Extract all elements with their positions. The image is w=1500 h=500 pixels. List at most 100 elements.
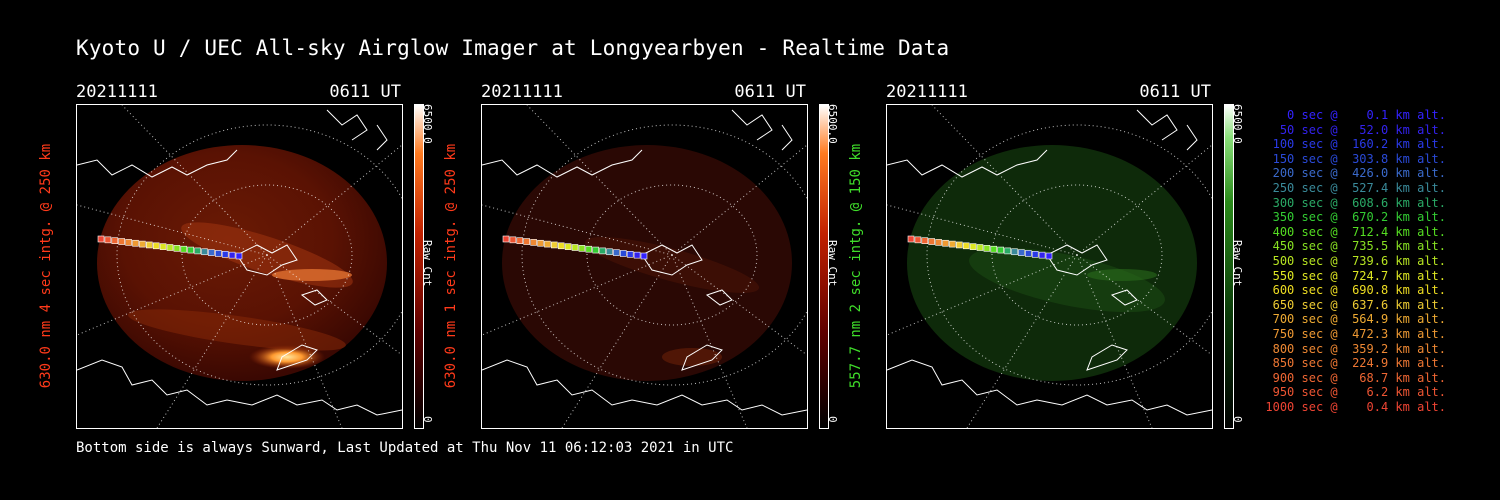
trajectory-marker [139, 240, 146, 248]
trajectory-marker [962, 242, 970, 250]
legend-row: 1000 sec @ 0.4 km alt. [1265, 399, 1446, 414]
trajectory-legend: 0 sec @ 0.1 km alt. 50 sec @ 52.0 km alt… [1262, 108, 1446, 414]
trajectory-marker [1025, 250, 1032, 257]
trajectory-markers [97, 235, 243, 260]
legend-row: 700 sec @ 564.9 km alt. [1265, 312, 1446, 327]
trajectory-marker [125, 239, 132, 246]
trajectory-marker [208, 249, 215, 256]
trajectory-marker [97, 235, 105, 243]
lat-lon-grid [887, 105, 1212, 428]
allsky-map-svg [77, 105, 402, 428]
colorbar-min-label: 0 [421, 416, 434, 423]
trajectory-marker [907, 235, 915, 243]
trajectory-marker [990, 245, 998, 253]
trajectory-marker [1018, 249, 1025, 256]
lat-lon-grid [77, 105, 402, 428]
allsky-panel-2: 20211111 0611 UT [443, 82, 851, 442]
trajectory-marker [104, 236, 112, 244]
allsky-image [481, 104, 808, 429]
lat-lon-grid [482, 105, 807, 428]
legend-row: 200 sec @ 426.0 km alt. [1265, 166, 1446, 181]
legend-row: 400 sec @ 712.4 km alt. [1265, 224, 1446, 239]
colorbar-unit-label: Raw Cnt [421, 240, 434, 287]
trajectory-marker [578, 245, 586, 252]
panel-time: 0611 UT [1139, 82, 1211, 102]
trajectory-marker [942, 239, 949, 247]
page-title: Kyoto U / UEC All-sky Airglow Imager at … [76, 36, 950, 60]
trajectory-marker [640, 252, 648, 260]
trajectory-marker [221, 251, 229, 258]
colorbar-max-label: 6500.0 [421, 104, 434, 144]
legend-row: 850 sec @ 224.9 km alt. [1265, 356, 1446, 371]
colorbar [414, 104, 424, 429]
colorbar-min-label: 0 [1231, 416, 1244, 423]
trajectory-marker [1011, 248, 1018, 256]
coastlines [77, 109, 402, 416]
trajectory-marker [215, 250, 222, 257]
allsky-image [886, 104, 1213, 429]
trajectory-marker [194, 247, 201, 255]
trajectory-marker [1045, 252, 1053, 260]
panel-date: 20211111 [481, 82, 563, 102]
aurora-bright-spot [249, 345, 325, 369]
legend-row: 250 sec @ 527.4 km alt. [1265, 180, 1446, 195]
trajectory-marker [928, 238, 936, 245]
trajectory-marker [997, 246, 1004, 254]
coastlines [482, 109, 807, 416]
colorbar-unit-label: Raw Cnt [826, 240, 839, 287]
legend-row: 300 sec @ 608.6 km alt. [1265, 195, 1446, 210]
legend-row: 950 sec @ 6.2 km alt. [1265, 385, 1446, 400]
trajectory-marker [235, 252, 243, 260]
trajectory-marker [949, 240, 956, 248]
colorbar [819, 104, 829, 429]
legend-row: 550 sec @ 724.7 km alt. [1265, 268, 1446, 283]
legend-row: 900 sec @ 68.7 km alt. [1265, 370, 1446, 385]
airglow-band [969, 247, 1165, 313]
trajectory-marker [620, 250, 627, 257]
colorbar-max-label: 6500.0 [826, 104, 839, 144]
trajectory-marker [159, 243, 167, 250]
trajectory-marker [983, 245, 991, 252]
trajectory-marker [118, 238, 126, 245]
trajectory-marker [921, 237, 929, 244]
trajectory-marker [537, 239, 544, 247]
trajectory-marker [523, 238, 531, 245]
trajectory-marker [544, 240, 551, 248]
legend-row: 100 sec @ 160.2 km alt. [1265, 137, 1446, 152]
trajectory-marker [599, 247, 606, 255]
coastlines [887, 109, 1212, 416]
trajectory-marker [1004, 247, 1011, 255]
trajectory-marker [557, 242, 565, 250]
airglow-band [128, 309, 346, 351]
panel-time: 0611 UT [329, 82, 401, 102]
trajectory-marker [914, 236, 922, 244]
trajectory-marker [166, 244, 174, 251]
trajectory-marker [1038, 251, 1046, 259]
trajectory-marker [1031, 251, 1039, 258]
legend-row: 50 sec @ 52.0 km alt. [1265, 122, 1446, 137]
trajectory-marker [146, 241, 153, 249]
legend-row: 350 sec @ 670.2 km alt. [1265, 210, 1446, 225]
trajectory-markers [907, 235, 1053, 260]
allsky-map-svg [887, 105, 1212, 428]
allsky-image [76, 104, 403, 429]
trajectory-marker [516, 237, 524, 244]
trajectory-marker [201, 248, 208, 256]
panel-date: 20211111 [886, 82, 968, 102]
trajectory-marker [633, 251, 641, 259]
trajectory-marker [180, 245, 188, 253]
allsky-panel-3: 20211111 0611 UT [848, 82, 1256, 442]
panel-time: 0611 UT [734, 82, 806, 102]
footer-note: Bottom side is always Sunward, Last Upda… [76, 440, 734, 456]
legend-row: 650 sec @ 637.6 km alt. [1265, 297, 1446, 312]
trajectory-markers [502, 235, 648, 260]
trajectory-marker [502, 235, 510, 243]
panel-date: 20211111 [76, 82, 158, 102]
legend-row: 450 sec @ 735.5 km alt. [1265, 239, 1446, 254]
trajectory-marker [976, 244, 984, 251]
trajectory-marker [956, 241, 963, 249]
allsky-panel-1: 20211111 0611 UT [38, 82, 446, 442]
colorbar [1224, 104, 1234, 429]
trajectory-marker [132, 239, 139, 247]
legend-row: 800 sec @ 359.2 km alt. [1265, 341, 1446, 356]
